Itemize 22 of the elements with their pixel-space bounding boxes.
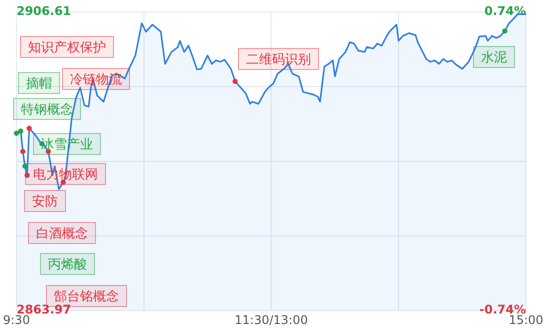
point xyxy=(20,148,26,154)
y2-tick-label: 0.74% xyxy=(484,4,526,18)
annotation: 安防 xyxy=(32,193,58,210)
annotation: 郜台铭概念 xyxy=(54,289,119,304)
y-tick-label: 2906.61 xyxy=(16,4,72,18)
point xyxy=(24,172,30,178)
annotation: 摘帽 xyxy=(26,76,52,92)
point xyxy=(232,78,238,84)
annotation: 特钢概念 xyxy=(21,102,73,118)
point xyxy=(26,126,32,131)
x-tick-label: 9:30 xyxy=(2,312,30,327)
point xyxy=(14,130,20,136)
x-tick-label: 15:00 xyxy=(508,312,544,327)
annotation: 丙烯酸 xyxy=(48,257,87,272)
annotation: 水泥 xyxy=(481,50,507,66)
annotation: 白酒概念 xyxy=(36,226,88,242)
point xyxy=(502,28,508,34)
point xyxy=(18,128,24,134)
x-tick-label: 11:30/13:00 xyxy=(234,312,308,327)
annotation: 知识产权保护 xyxy=(28,40,106,56)
point xyxy=(22,164,28,169)
annotation: 二维码识别 xyxy=(246,52,311,68)
